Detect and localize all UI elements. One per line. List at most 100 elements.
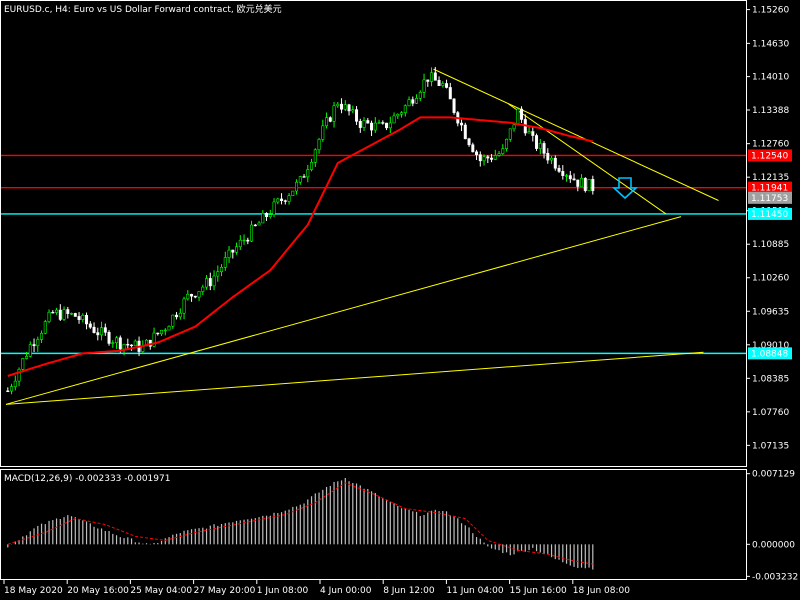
candle-body	[576, 179, 580, 187]
candle-body	[156, 332, 160, 335]
price-level-label: 1.11753	[751, 194, 788, 204]
candle-body	[531, 131, 535, 136]
time-tick-label: 11 Jun 04:00	[446, 586, 503, 596]
candle-body	[396, 113, 400, 117]
candle-body	[250, 224, 254, 242]
candle-body	[302, 176, 306, 178]
candle-body	[298, 176, 302, 183]
candle-body	[36, 339, 40, 347]
candle-body	[591, 179, 595, 191]
price-tick-label: 1.07135	[752, 441, 789, 451]
sell-arrow-icon	[611, 177, 639, 200]
price-tick-label: 1.10885	[752, 240, 789, 250]
candle-body	[88, 323, 92, 328]
time-tick-label: 8 Jun 12:00	[383, 586, 435, 596]
candle-body	[482, 156, 486, 162]
candle-body	[66, 309, 70, 314]
candle-body	[512, 124, 516, 130]
candle-body	[40, 332, 44, 340]
candle-body	[587, 179, 591, 191]
candle-body	[122, 343, 126, 350]
candle-body	[355, 109, 359, 122]
price-tick-label: 1.13388	[752, 106, 789, 116]
candle-body	[370, 122, 374, 131]
candle-body	[520, 108, 524, 120]
candle-body	[388, 122, 392, 129]
candle-body	[193, 295, 197, 298]
candle-body	[542, 143, 546, 154]
candle-body	[463, 124, 467, 140]
candle-body	[6, 390, 10, 393]
candle-body	[212, 275, 216, 287]
candle-body	[366, 120, 370, 124]
candle-body	[13, 380, 17, 387]
candle-body	[400, 112, 404, 115]
candle-body	[358, 120, 362, 128]
trendline	[433, 68, 719, 201]
candle-body	[527, 131, 531, 134]
time-tick-label: 27 May 20:00	[194, 586, 256, 596]
candle-body	[433, 72, 437, 81]
candle-body	[351, 109, 355, 112]
candle-body	[535, 135, 539, 149]
candle-body	[422, 79, 426, 93]
macd-tick-label: 0.000000	[752, 540, 795, 550]
price-tick-label: 1.14630	[752, 39, 789, 49]
candle-body	[490, 157, 494, 160]
candle-body	[227, 249, 231, 258]
candle-body	[291, 190, 295, 196]
candle-body	[62, 309, 66, 320]
time-tick-label: 18 May 2020	[4, 586, 63, 596]
candle-body	[572, 178, 576, 181]
candle-body	[332, 105, 336, 122]
candle-body	[385, 122, 389, 129]
candle-body	[478, 154, 482, 162]
candle-body	[445, 83, 449, 88]
price-level-label: 1.08848	[751, 349, 788, 359]
macd-tick-label: -0.003232	[752, 572, 798, 582]
candle-body	[426, 79, 430, 82]
candle-body	[231, 249, 235, 253]
moving-average-line	[7, 116, 594, 377]
price-level-label: 1.12540	[751, 151, 788, 161]
macd-pane-frame	[0, 469, 747, 580]
main-pane-frame	[0, 0, 747, 467]
candle-body	[287, 195, 291, 202]
candle-body	[77, 316, 81, 320]
candle-body	[272, 201, 276, 215]
candle-body	[568, 175, 572, 180]
candle-body	[486, 156, 490, 159]
candle-body	[475, 151, 479, 156]
candle-body	[55, 309, 59, 313]
candle-body	[343, 104, 347, 110]
price-level-badge	[748, 181, 792, 194]
candle-body	[201, 286, 205, 292]
candle-body	[441, 83, 445, 86]
price-tick-label: 1.15260	[752, 6, 789, 16]
candle-body	[126, 343, 130, 346]
time-tick-label: 18 Jun 08:00	[573, 586, 630, 596]
candle-body	[452, 98, 456, 113]
candle-body	[216, 271, 220, 277]
candle-body	[373, 122, 377, 131]
candle-body	[118, 337, 122, 350]
candle-body	[103, 327, 107, 333]
candle-body	[550, 157, 554, 161]
candle-body	[51, 311, 55, 314]
candle-body	[516, 108, 520, 126]
candle-body	[280, 198, 284, 201]
candle-body	[223, 257, 227, 268]
candle-body	[321, 125, 325, 140]
candle-body	[115, 337, 119, 344]
candle-body	[253, 224, 257, 227]
candle-body	[448, 87, 452, 100]
candle-body	[73, 313, 77, 317]
macd-tick-label: 0.007129	[752, 470, 795, 480]
price-tick-label: 1.10260	[752, 274, 789, 284]
candle-body	[205, 278, 209, 288]
candle-body	[317, 139, 321, 151]
candle-body	[561, 171, 565, 176]
candle-body	[347, 104, 351, 112]
candle-body	[81, 315, 85, 320]
